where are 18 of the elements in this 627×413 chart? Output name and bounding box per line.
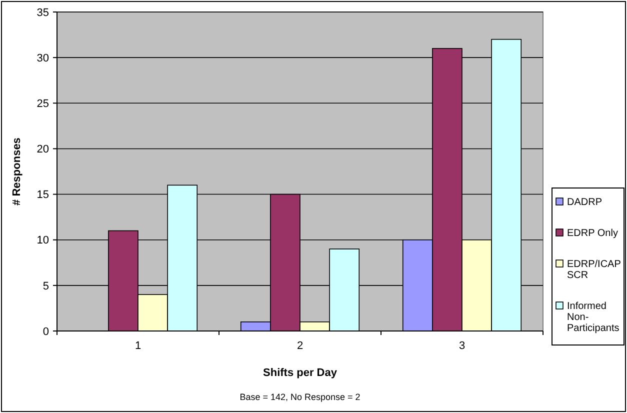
legend-label: EDRP Only xyxy=(567,228,618,239)
y-tick-label: 5 xyxy=(42,280,49,292)
y-tick-label: 15 xyxy=(36,189,49,202)
text: Base = 142, No Response = 2 xyxy=(240,392,360,402)
y-tick-label: 35 xyxy=(36,6,49,19)
x-tick-label: 1 xyxy=(134,340,142,352)
y-tick-label: 30 xyxy=(36,52,49,64)
y-axis-title: # Responses xyxy=(11,138,23,206)
y-tick-label: 10 xyxy=(36,234,49,247)
x-tick-label: 2 xyxy=(296,340,304,352)
legend-label: DADRP xyxy=(567,197,602,208)
y-tick-label: 20 xyxy=(36,144,49,156)
x-axis-title: Shifts per Day xyxy=(263,367,338,379)
x-tick-label: 3 xyxy=(458,340,466,352)
legend-label: Informed Non-Participants xyxy=(567,301,620,334)
y-tick-label: 25 xyxy=(36,98,49,110)
y-tick-label: 0 xyxy=(42,326,49,338)
legend-label: EDRP/ICAP SCR xyxy=(567,259,622,281)
